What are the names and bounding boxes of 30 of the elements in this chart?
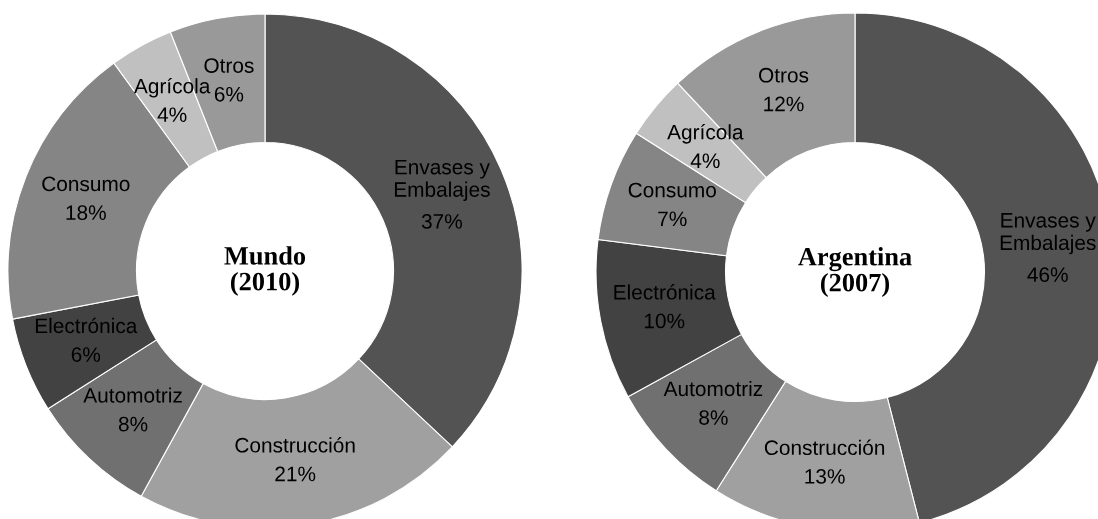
slice-label: Envases y Embalajes xyxy=(394,159,490,202)
data-label: 8% xyxy=(118,416,148,432)
slice-label: Agrícola xyxy=(667,123,744,144)
text: Mundo (2010) xyxy=(224,246,306,296)
data-label: 13% xyxy=(805,469,845,484)
data-label: 7% xyxy=(658,211,687,227)
data-label: 4% xyxy=(157,107,187,122)
slice-label: Automotriz xyxy=(83,387,182,403)
slice-label: Automotriz xyxy=(663,380,763,397)
data-label: 6% xyxy=(214,86,244,102)
slice-label: Consumo xyxy=(628,182,716,198)
slice-label: Electrónica xyxy=(35,317,138,334)
data-label: 10% xyxy=(644,313,685,329)
slice-label: Agrícola xyxy=(133,77,211,98)
data-label: 46% xyxy=(1027,267,1068,282)
slice-label: Envases y Embalajes xyxy=(1000,213,1096,255)
data-label: 12% xyxy=(764,96,804,112)
slice-label: Electrónica xyxy=(614,284,716,300)
data-label: 6% xyxy=(71,347,101,362)
data-label: 8% xyxy=(699,410,728,425)
data-label: 18% xyxy=(66,205,106,221)
slice-label: Otros xyxy=(204,58,254,73)
slice-label: Construcción xyxy=(764,439,885,456)
data-label: 21% xyxy=(275,466,316,482)
data-label: 4% xyxy=(690,153,720,169)
slice-label: Consumo xyxy=(42,176,130,192)
slice-label: Otros xyxy=(759,67,809,83)
slice-label: Construcción xyxy=(235,437,355,453)
data-label: 37% xyxy=(421,214,463,229)
text: Argentina (2007) xyxy=(798,247,912,297)
